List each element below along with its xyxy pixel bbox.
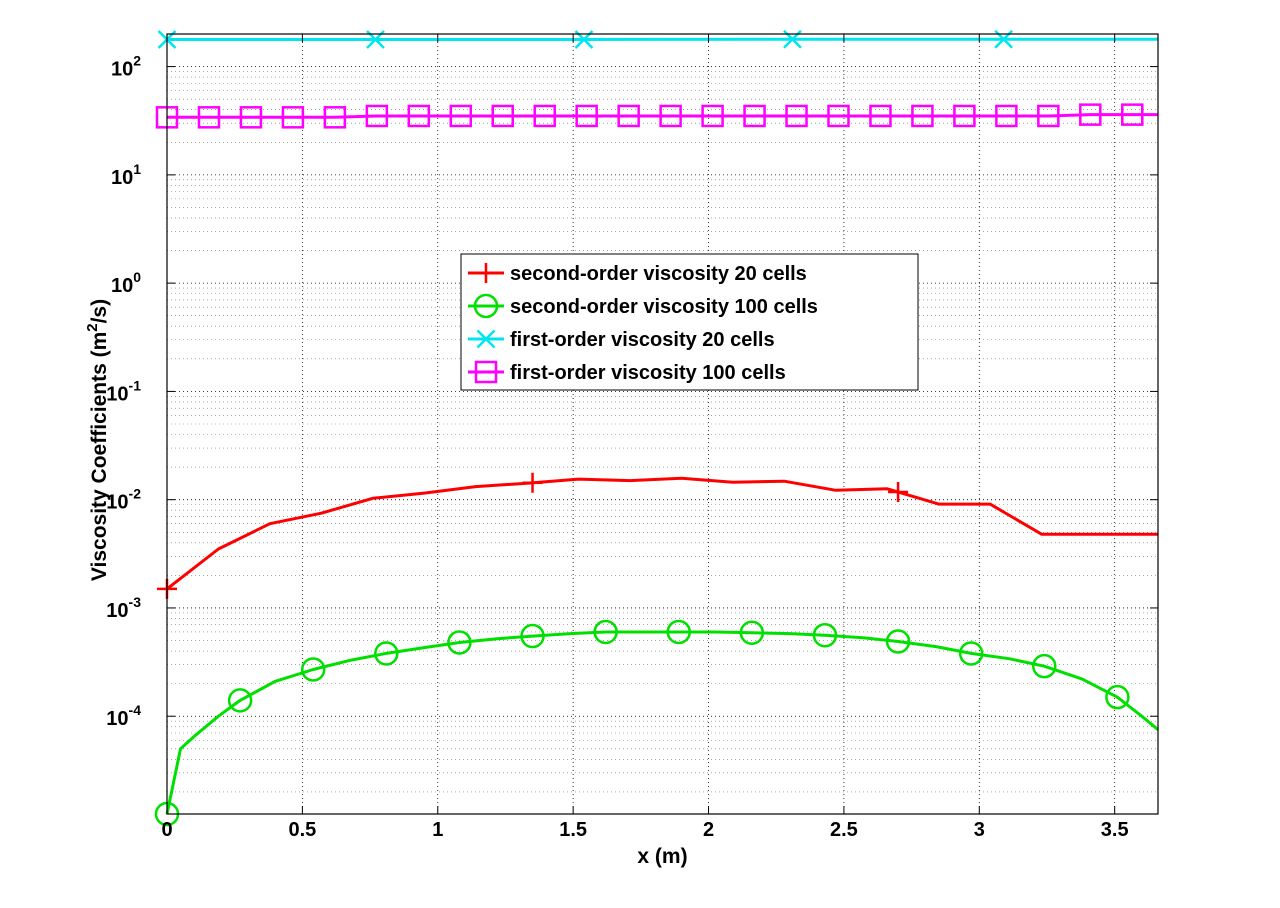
plus-marker bbox=[522, 472, 543, 493]
square-marker bbox=[1037, 104, 1060, 128]
square-marker bbox=[323, 106, 347, 129]
legend-item: second-order viscosity 100 cells bbox=[468, 293, 818, 319]
circle-marker bbox=[958, 641, 984, 666]
square-marker bbox=[281, 106, 305, 129]
ticks: 0 0.5 1 1.5 2 2.5 3 3.510-410-310-210-110010110… bbox=[106, 34, 1158, 841]
square-marker bbox=[785, 104, 808, 128]
y-tick-label-base: 10 bbox=[111, 167, 133, 189]
x-axis-label: x (m) bbox=[637, 845, 687, 868]
legend-item: second-order viscosity 20 cells bbox=[468, 263, 807, 285]
y-tick-label-base: 10 bbox=[111, 59, 133, 81]
x-tick-label: 3.5 bbox=[1101, 819, 1129, 841]
y-tick-label-exponent: 1 bbox=[133, 161, 141, 177]
square-marker bbox=[1121, 103, 1144, 126]
x-tick-label: 0 bbox=[161, 819, 172, 841]
circle-marker bbox=[447, 630, 472, 655]
circle-marker bbox=[300, 657, 326, 682]
legend-item: first-order viscosity 100 cells bbox=[468, 360, 786, 384]
y-tick-label-exponent: -3 bbox=[129, 594, 142, 610]
y-tick-label-exponent: -2 bbox=[129, 486, 142, 502]
legend-label: second-order viscosity 20 cells bbox=[510, 263, 807, 285]
y-tick-label: 10-2 bbox=[106, 486, 141, 514]
square-marker bbox=[827, 104, 850, 128]
circle-marker bbox=[374, 641, 399, 666]
circle-marker bbox=[1032, 653, 1057, 679]
y-tick-label-base: 10 bbox=[106, 492, 128, 514]
circle-marker bbox=[227, 688, 253, 713]
square-marker bbox=[911, 104, 934, 128]
x-tick-label: 3 bbox=[974, 819, 985, 841]
y-tick-label-exponent: 2 bbox=[133, 53, 141, 69]
y-tick-label: 10-1 bbox=[106, 377, 141, 405]
circle-marker bbox=[885, 629, 911, 654]
y-axis-label-tail: /s) bbox=[88, 299, 111, 324]
legend-label: first-order viscosity 20 cells bbox=[510, 329, 775, 351]
y-tick-label-base: 10 bbox=[106, 708, 128, 730]
square-marker bbox=[659, 104, 682, 128]
y-tick-label-base: 10 bbox=[106, 600, 128, 622]
square-marker bbox=[239, 106, 263, 129]
y-tick-label: 101 bbox=[111, 161, 141, 189]
plus-marker bbox=[476, 263, 496, 283]
circle-marker bbox=[593, 619, 618, 645]
circle-marker bbox=[1105, 684, 1130, 710]
x-tick-label: 1 bbox=[432, 819, 443, 841]
y-tick-label-exponent: -4 bbox=[129, 702, 142, 718]
x-tick-label: 1.5 bbox=[559, 819, 587, 841]
x-tick-label: 2 bbox=[703, 819, 714, 841]
square-marker bbox=[575, 104, 598, 128]
circle-marker bbox=[473, 293, 499, 319]
series-2 bbox=[154, 619, 1159, 827]
legend: second-order viscosity 20 cells second-or… bbox=[460, 253, 919, 391]
square-marker bbox=[474, 360, 498, 384]
legend-label: second-order viscosity 100 cells bbox=[510, 296, 818, 318]
y-tick-label-exponent: -1 bbox=[129, 377, 142, 393]
series-line bbox=[165, 630, 1159, 815]
y-tick-label: 10-3 bbox=[106, 594, 141, 622]
x-tick-label: 0.5 bbox=[288, 819, 316, 841]
axes-background bbox=[167, 34, 1158, 814]
square-marker bbox=[617, 104, 640, 128]
y-tick-label: 100 bbox=[111, 269, 141, 297]
series-4 bbox=[155, 103, 1158, 129]
square-marker bbox=[701, 104, 724, 128]
plus-marker bbox=[888, 482, 909, 503]
square-marker bbox=[1079, 103, 1102, 126]
y-tick-label-base: 10 bbox=[106, 383, 128, 405]
y-tick-label-exponent: 0 bbox=[133, 269, 141, 285]
square-marker bbox=[449, 104, 473, 128]
y-axis-label: Viscosity Coefficients (m2/s) bbox=[84, 299, 111, 581]
circle-marker bbox=[739, 620, 765, 646]
legend-label: first-order viscosity 100 cells bbox=[510, 362, 786, 384]
square-marker bbox=[533, 104, 556, 128]
circle-marker bbox=[666, 619, 691, 645]
x-marker bbox=[476, 329, 496, 349]
y-tick-label: 10-4 bbox=[106, 702, 141, 730]
square-marker bbox=[743, 104, 766, 128]
plot-area: 0 0.5 1 1.5 2 2.5 3 3.510-410-310-210-110010110… bbox=[106, 29, 1159, 841]
y-axis-label-superscript: 2 bbox=[84, 323, 101, 331]
circle-marker bbox=[520, 623, 545, 649]
y-tick-label: 102 bbox=[111, 53, 141, 81]
legend-item: first-order viscosity 20 cells bbox=[468, 329, 775, 351]
square-marker bbox=[869, 104, 892, 128]
square-marker bbox=[197, 106, 221, 129]
axes-box bbox=[166, 33, 1159, 815]
square-marker bbox=[407, 104, 431, 128]
square-marker bbox=[491, 104, 514, 128]
series-line bbox=[167, 113, 1158, 119]
square-marker bbox=[953, 104, 976, 128]
x-tick-label: 2.5 bbox=[830, 819, 858, 841]
y-axis-label-main: Viscosity Coefficients (m bbox=[88, 332, 111, 581]
legend-box bbox=[460, 253, 919, 391]
square-marker bbox=[365, 104, 389, 128]
series-line bbox=[166, 476, 1158, 591]
square-marker bbox=[995, 104, 1018, 128]
y-tick-label-base: 10 bbox=[111, 275, 133, 297]
circle-marker bbox=[812, 622, 838, 648]
